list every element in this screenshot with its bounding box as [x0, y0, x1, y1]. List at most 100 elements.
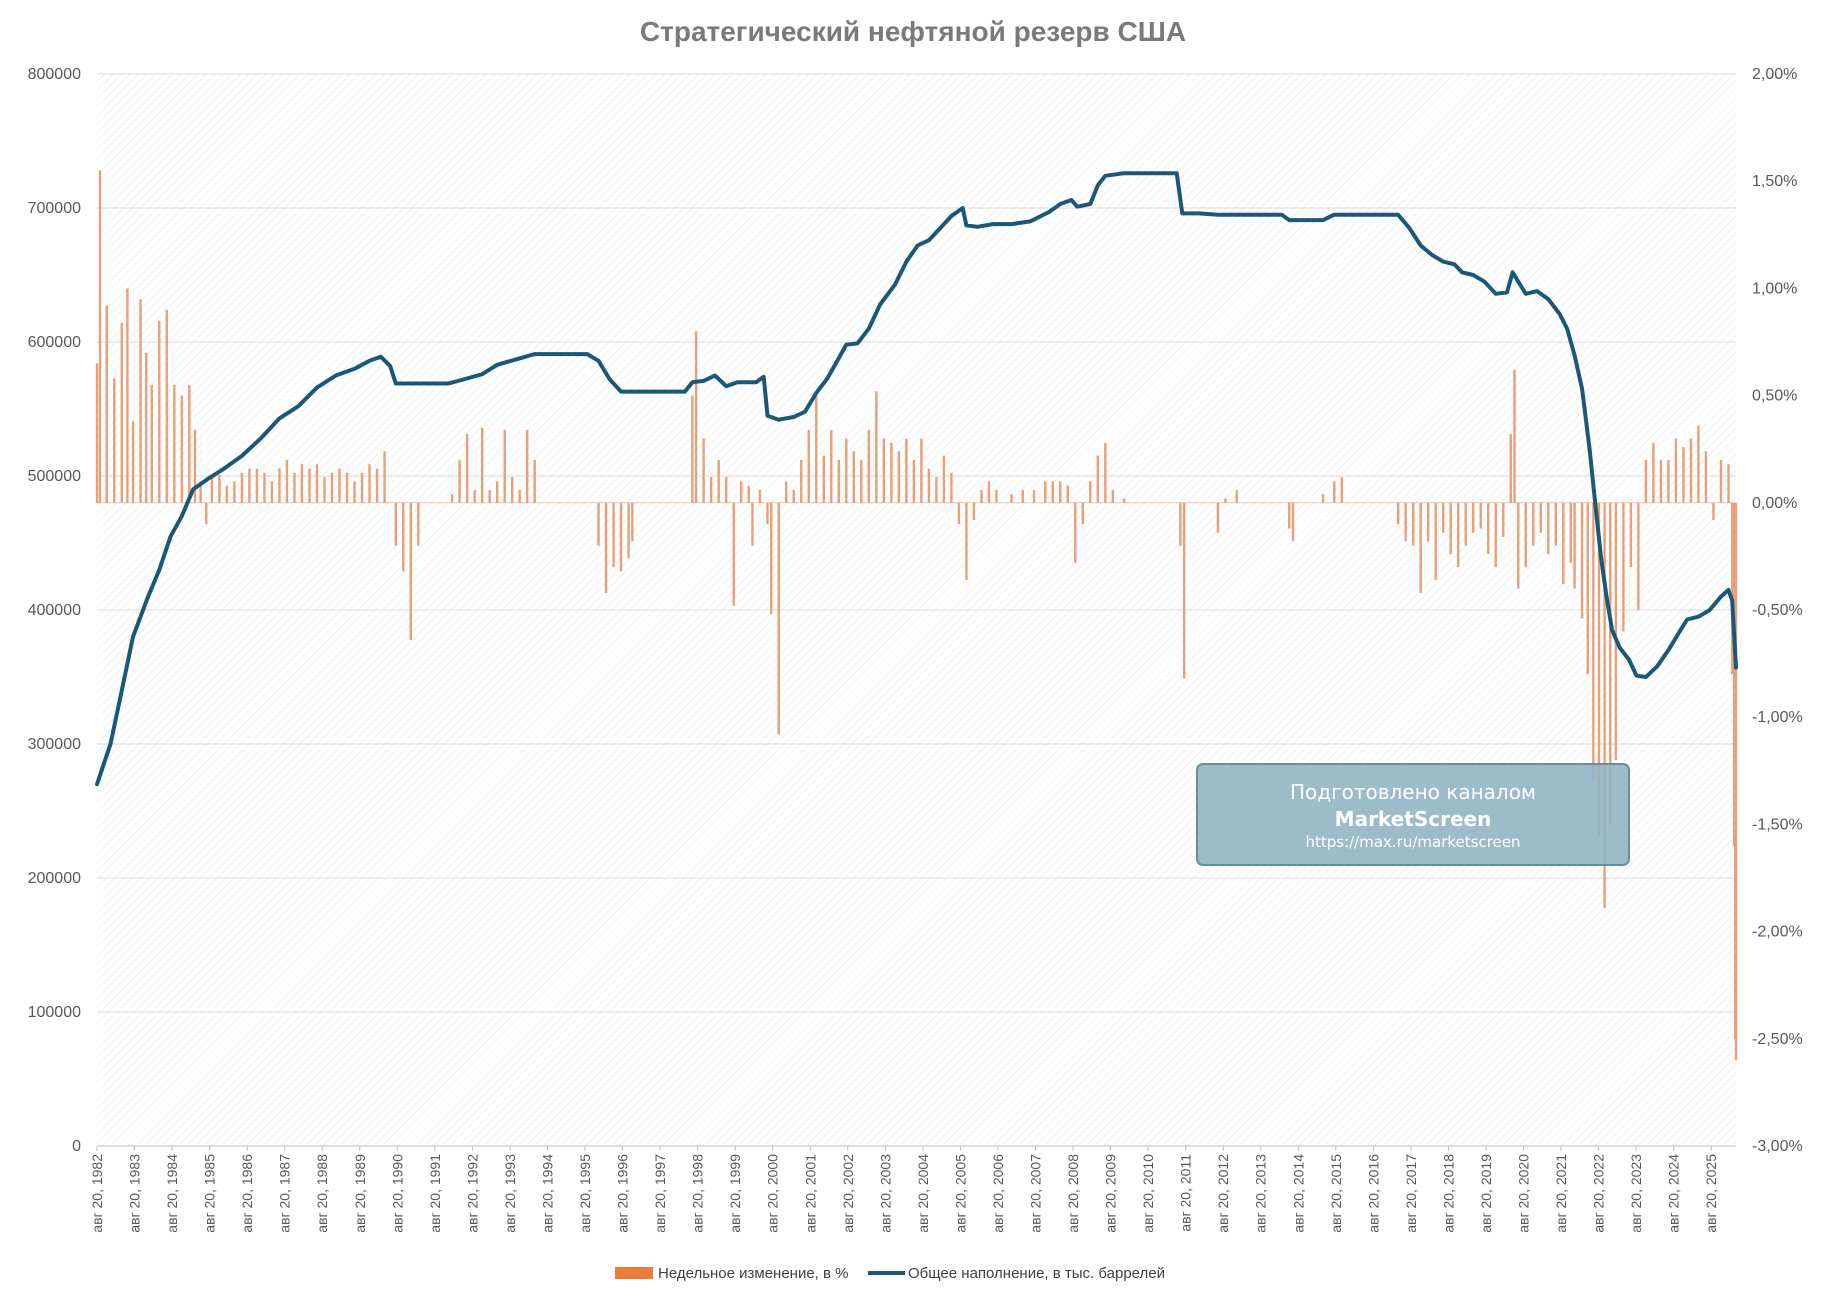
- weekly-change-bar: [897, 451, 901, 503]
- weekly-change-bar: [465, 434, 469, 503]
- weekly-change-bar: [503, 429, 506, 503]
- weekly-change-bar: [724, 477, 728, 503]
- weekly-change-bar: [1396, 502, 1400, 525]
- weekly-change-bar: [293, 472, 296, 503]
- weekly-change-bar: [1562, 502, 1565, 585]
- weekly-change-bar: [1727, 464, 1730, 503]
- weekly-change-bar: [1494, 502, 1497, 568]
- weekly-change-bar: [694, 331, 698, 503]
- x-tick-label: авг 20, 1995: [577, 1154, 593, 1233]
- x-tick-label: авг 20, 2010: [1140, 1154, 1156, 1233]
- x-tick-label: авг 20, 1985: [202, 1154, 218, 1233]
- weekly-change-bar: [120, 322, 123, 503]
- weekly-change-bar: [1059, 481, 1062, 503]
- weekly-change-bar: [315, 464, 319, 503]
- weekly-change-bar: [255, 468, 259, 503]
- weekly-change-bar: [627, 502, 630, 559]
- right-y-tick-label: -3,00%: [1752, 1138, 1803, 1155]
- weekly-change-bar: [131, 421, 135, 503]
- watermark-brand: MarketScreen: [1335, 807, 1492, 831]
- weekly-change-bar: [270, 481, 274, 503]
- weekly-change-bar: [619, 502, 623, 572]
- weekly-change-bar: [980, 489, 983, 503]
- weekly-change-bar: [188, 384, 191, 503]
- weekly-change-bar: [278, 468, 281, 503]
- x-tick-label: авг 20, 2002: [840, 1154, 856, 1233]
- legend-bar-swatch: [615, 1267, 653, 1279]
- watermark-line1: Подготовлено каналом: [1290, 780, 1536, 804]
- weekly-change-bar: [631, 502, 634, 542]
- x-tick-label: авг 20, 2013: [1253, 1154, 1269, 1233]
- watermark-url: https://max.ru/marketscreen: [1305, 833, 1520, 851]
- weekly-change-bar: [1704, 451, 1708, 503]
- weekly-change-bar: [233, 481, 236, 503]
- weekly-change-bar: [912, 459, 916, 503]
- weekly-change-bar: [533, 459, 536, 503]
- weekly-change-bar: [180, 395, 184, 503]
- x-tick-label: авг 20, 2011: [1178, 1154, 1194, 1232]
- weekly-change-bar: [1404, 502, 1407, 542]
- weekly-change-bar: [1449, 502, 1452, 555]
- weekly-change-bar: [1517, 502, 1520, 589]
- weekly-change-bar: [480, 427, 484, 503]
- left-y-tick-label: 500000: [28, 468, 81, 485]
- weekly-change-bar: [1554, 502, 1558, 546]
- weekly-change-bar: [473, 489, 476, 503]
- weekly-change-bar: [225, 485, 229, 503]
- weekly-change-bar: [852, 451, 856, 503]
- x-tick-label: авг 20, 2018: [1440, 1154, 1456, 1233]
- x-tick-label: авг 20, 1982: [89, 1154, 105, 1233]
- weekly-change-bar: [1731, 502, 1734, 675]
- weekly-change-bar: [875, 391, 878, 503]
- legend: Недельное изменение, в % Общее наполнени…: [615, 1265, 1165, 1282]
- weekly-change-bar: [518, 489, 521, 503]
- weekly-change-bar: [263, 472, 266, 503]
- weekly-change-bar: [218, 474, 221, 503]
- weekly-change-bar: [1051, 481, 1054, 503]
- weekly-change-bar: [882, 438, 886, 503]
- weekly-change-bar: [751, 502, 754, 546]
- weekly-change-bar: [1697, 425, 1700, 503]
- weekly-change-bar: [965, 502, 968, 580]
- x-tick-label: авг 20, 2025: [1703, 1154, 1719, 1233]
- weekly-change-bar: [1426, 502, 1430, 542]
- weekly-change-bar: [830, 429, 833, 503]
- weekly-change-bar: [113, 378, 116, 503]
- weekly-change-bar: [210, 477, 214, 503]
- weekly-change-bar: [739, 481, 743, 503]
- weekly-change-bar: [770, 502, 773, 615]
- weekly-change-bar: [1182, 502, 1186, 679]
- total-fill-series-line: [95, 171, 1738, 787]
- weekly-change-bar: [972, 502, 976, 520]
- x-tick-label: авг 20, 1993: [502, 1154, 518, 1233]
- weekly-change-bar: [1291, 502, 1295, 542]
- weekly-change-bar: [1032, 489, 1036, 503]
- weekly-change-bar: [1614, 502, 1618, 761]
- weekly-change-bar: [248, 468, 251, 503]
- legend-line-label: Общее наполнение, в тыс. баррелей: [908, 1265, 1165, 1282]
- right-y-tick-label: -1,00%: [1752, 709, 1803, 726]
- weekly-change-bar: [1513, 369, 1516, 503]
- weekly-change-bar: [1122, 498, 1126, 503]
- weekly-change-bar: [1479, 502, 1482, 529]
- x-tick-label: авг 20, 2001: [802, 1154, 818, 1233]
- weekly-change-bar: [338, 468, 341, 503]
- weekly-change-bar: [1659, 459, 1663, 503]
- weekly-change-bar: [604, 502, 608, 593]
- weekly-change-bar: [942, 455, 946, 503]
- weekly-change-bar: [1573, 502, 1576, 589]
- weekly-change-bar: [612, 502, 615, 568]
- left-y-tick-label: 200000: [28, 870, 81, 887]
- weekly-change-bar: [510, 477, 514, 503]
- weekly-change-bar: [394, 502, 398, 546]
- weekly-change-bar: [1597, 502, 1601, 836]
- weekly-change-bar: [1021, 489, 1024, 503]
- weekly-change-bar: [285, 459, 289, 503]
- x-tick-label: авг 20, 2007: [1028, 1154, 1044, 1233]
- weekly-change-bar: [785, 481, 788, 503]
- weekly-change-bar: [526, 429, 529, 503]
- weekly-change-bar: [691, 395, 694, 503]
- weekly-change-bar: [488, 489, 491, 503]
- weekly-change-bar: [867, 429, 871, 503]
- weekly-change-bar: [495, 481, 499, 503]
